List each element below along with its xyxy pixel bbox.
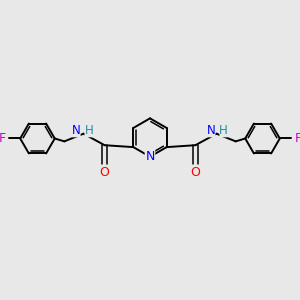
Text: O: O [100,166,110,178]
Text: H: H [85,124,93,137]
Text: O: O [190,166,200,178]
Text: N: N [72,124,81,137]
Text: H: H [219,124,228,137]
Text: F: F [294,132,300,145]
Text: F: F [0,132,6,145]
Text: N: N [207,124,215,137]
Text: N: N [145,150,155,163]
